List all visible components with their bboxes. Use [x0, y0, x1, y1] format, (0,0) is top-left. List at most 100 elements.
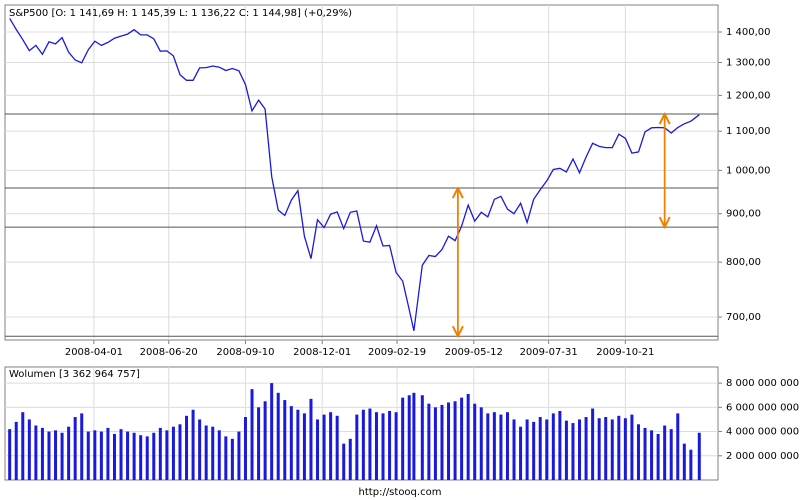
volume-bar — [361, 409, 365, 480]
volume-bar — [669, 429, 673, 480]
volume-bar — [132, 432, 136, 480]
volume-bar — [80, 413, 84, 480]
volume-bar — [584, 417, 588, 480]
volume-bar — [374, 412, 378, 480]
volume-bar — [93, 430, 97, 480]
volume-bar — [34, 425, 38, 480]
volume-bar — [237, 431, 241, 480]
volume-bar — [191, 409, 195, 480]
volume-bar — [250, 389, 254, 480]
volume-bar — [597, 418, 601, 480]
y-tick-label: 1 000,00 — [726, 165, 771, 176]
volume-bar — [617, 415, 621, 480]
y-tick-label: 1 100,00 — [726, 126, 771, 137]
volume-bar — [21, 412, 25, 480]
volume-bar — [171, 426, 175, 480]
volume-bar — [270, 383, 274, 480]
volume-bar — [145, 436, 149, 480]
volume-bar — [355, 414, 359, 480]
volume-bar — [257, 407, 261, 480]
volume-bar — [106, 427, 110, 480]
y-tick-label: 900,00 — [726, 209, 761, 220]
volume-bar — [211, 426, 215, 480]
price-panel — [4, 4, 719, 341]
y-tick-label: 800,00 — [726, 257, 761, 268]
volume-bar — [538, 417, 542, 480]
y-tick-label: 1 200,00 — [726, 90, 771, 101]
volume-bar — [525, 419, 529, 480]
volume-bar — [604, 417, 608, 480]
y-tick-label: 2 000 000 000 — [726, 451, 799, 462]
volume-title: Wolumen [3 362 964 757] — [9, 369, 140, 380]
volume-bar — [591, 408, 595, 480]
volume-bar — [152, 432, 156, 480]
volume-bar — [407, 395, 411, 480]
y-tick-label: 6 000 000 000 — [726, 402, 799, 413]
y-tick-label: 700,00 — [726, 312, 761, 323]
volume-bar — [532, 421, 536, 480]
volume-bar — [479, 407, 483, 480]
volume-bar — [381, 413, 385, 480]
volume-bar — [447, 402, 451, 480]
footer: http://stooq.com — [359, 487, 442, 498]
volume-bar — [630, 414, 634, 480]
volume-bar — [276, 392, 280, 480]
volume-bar — [217, 430, 221, 480]
volume-bar — [473, 403, 477, 480]
volume-bar — [401, 397, 405, 480]
volume-bar — [40, 427, 44, 480]
x-tick-label: 2009-07-31 — [520, 347, 578, 358]
volume-bar — [676, 413, 680, 480]
volume-bar — [460, 397, 464, 480]
volume-bar — [335, 415, 339, 480]
volume-bar — [440, 404, 444, 480]
volume-bar — [54, 430, 58, 480]
volume-bar — [394, 412, 398, 480]
volume-bar — [571, 423, 575, 480]
volume-bar — [86, 431, 90, 480]
volume-bar — [610, 419, 614, 480]
volume-bar — [388, 410, 392, 480]
volume-bar — [623, 418, 627, 480]
x-tick-label: 2008-06-20 — [140, 347, 198, 358]
volume-bar — [27, 419, 31, 480]
volume-bar — [296, 409, 300, 480]
volume-bar — [178, 424, 182, 480]
volume-bar — [224, 436, 228, 480]
volume-bar — [73, 417, 77, 480]
volume-bar — [139, 435, 143, 480]
volume-bar — [126, 431, 130, 480]
volume-bar — [112, 433, 116, 480]
volume-bar — [158, 427, 162, 480]
y-tick-label: 8 000 000 000 — [726, 378, 799, 389]
x-tick-label: 2009-05-12 — [445, 347, 503, 358]
volume-bar — [198, 419, 202, 480]
y-tick-label: 4 000 000 000 — [726, 427, 799, 438]
y-tick-label: 1 300,00 — [726, 57, 771, 68]
header: S&P500 [O: 1 141,69 H: 1 145,39 L: 1 136… — [9, 8, 352, 19]
volume-bar — [302, 413, 306, 480]
volume-bar — [316, 419, 320, 480]
x-tick-label: 2008-09-10 — [216, 347, 274, 358]
volume-bar — [492, 412, 496, 480]
volume-bar — [427, 403, 431, 480]
volume-bar — [8, 429, 12, 480]
volume-bar — [322, 414, 326, 480]
volume-bar — [656, 433, 660, 480]
volume-bar — [47, 431, 51, 480]
x-tick-label: 2009-10-21 — [596, 347, 654, 358]
volume-bar — [466, 394, 470, 480]
volume-bar — [412, 392, 416, 480]
volume-bar — [663, 425, 667, 480]
volume-bar — [368, 408, 372, 480]
volume-bar — [342, 443, 346, 480]
volume-bar — [689, 449, 693, 480]
volume-bar — [636, 424, 640, 480]
y-tick-label: 1 400,00 — [726, 27, 771, 38]
volume-bar — [420, 395, 424, 480]
x-tick-label: 2009-02-19 — [368, 347, 426, 358]
volume-bar — [682, 443, 686, 480]
volume-bar — [545, 419, 549, 480]
volume-bar — [309, 398, 313, 480]
volume-bar — [283, 400, 287, 480]
